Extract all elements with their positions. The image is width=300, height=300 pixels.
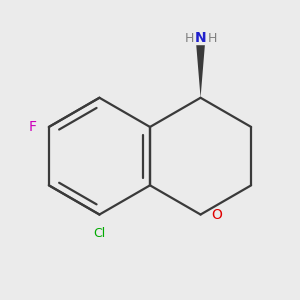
Text: Cl: Cl [93, 227, 106, 240]
Text: N: N [195, 31, 206, 45]
Text: O: O [211, 208, 222, 221]
Text: H: H [184, 32, 194, 45]
Polygon shape [196, 45, 205, 98]
Text: H: H [207, 32, 217, 45]
Text: F: F [28, 120, 37, 134]
